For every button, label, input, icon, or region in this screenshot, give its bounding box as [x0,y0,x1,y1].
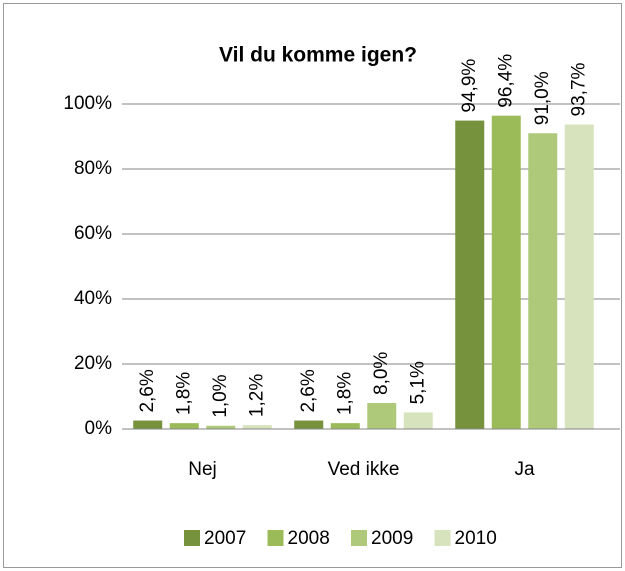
data-label: 1,8% [173,372,194,415]
legend-swatch [434,530,451,546]
bar [367,403,397,429]
bar [491,115,521,429]
x-tick-label: Nej [188,459,217,480]
y-tick-label: 20% [74,353,112,374]
data-label: 91,0% [532,71,553,125]
legend-label: 2007 [204,528,246,549]
y-tick-label: 0% [85,418,113,439]
y-tick-label: 80% [74,158,112,179]
bar [294,420,324,429]
data-label: 96,4% [495,54,516,108]
y-tick-label: 60% [74,223,112,244]
x-tick-label: Ved ikke [328,459,400,480]
x-tick-label: Ja [514,459,535,480]
legend-label: 2010 [455,528,497,549]
data-label: 2,6% [137,369,158,412]
legend-label: 2009 [371,528,413,549]
data-label: 94,9% [459,59,480,113]
bar [564,124,594,429]
bar [528,133,558,429]
legend-swatch [351,530,367,546]
legend-label: 2008 [288,528,330,549]
bar [330,423,360,429]
bar [133,420,163,429]
data-label: 8,0% [371,352,392,395]
data-label: 1,0% [210,374,231,417]
bar [403,412,433,429]
legend-swatch [267,530,284,546]
bar [455,120,485,429]
data-label: 93,7% [568,62,589,116]
data-label: 5,1% [407,361,428,404]
y-tick-label: 40% [74,288,112,309]
data-label: 2,6% [298,369,319,412]
bar [242,425,272,429]
bar [206,425,236,429]
legend-swatch [184,530,200,546]
data-label: 1,2% [246,374,267,417]
data-label: 1,8% [334,372,355,415]
bar [169,423,199,429]
chart-title: Vil du komme igen? [219,44,417,67]
y-tick-label: 100% [63,93,112,114]
